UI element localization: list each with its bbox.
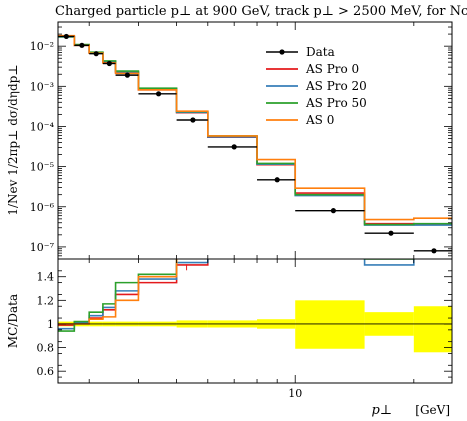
ratio-series [58,259,452,332]
series-line-as-pro-20 [58,36,452,226]
y-tick-label-ratio: 1 [47,318,54,331]
series-line-as-pro-50 [58,35,452,226]
y-tick-label-top: 10⁻⁴ [30,120,55,133]
x-tick-label: 10 [288,387,302,400]
ratio-uncertainty-band [58,300,452,353]
data-points [58,33,452,254]
data-point [63,33,69,40]
main-series [58,34,452,226]
data-point [274,177,280,183]
ratio-panel-frame [57,258,453,384]
data-point [124,72,130,78]
data-point [388,230,394,236]
legend-label: AS Pro 50 [305,96,367,110]
legend-marker [279,49,285,55]
series-line-as-pro-0 [58,35,452,225]
legend-label: Data [306,45,335,59]
series-line-as-0 [58,34,452,221]
data-point [190,117,196,123]
data-point [106,60,112,67]
y-tick-label-ratio: 1.4 [37,271,55,284]
legend: Data AS Pro 0 AS Pro 20 AS Pro 50 AS 0 [266,45,367,127]
data-point [155,91,162,97]
legend-label: AS Pro 20 [305,79,367,93]
axes: 10 10⁻² 10⁻³ 10⁻⁴ 10⁻⁵ 10⁻⁶ 10⁻⁷ 0.6 0.8 1 1.2 1.4 [30,21,453,400]
ratio-band-bin [295,300,365,349]
y-tick-label-top: 10⁻² [30,40,54,53]
y-tick-label-ratio: 0.6 [37,365,55,378]
chart-title: Charged particle p⊥ at 900 GeV, track p⊥… [55,4,467,19]
data-point [79,42,85,48]
legend-label: AS 0 [305,113,334,127]
y-axis-label-ratio: MC/Data [6,294,20,348]
data-point [431,248,437,254]
ratio-line-as-pro-20 [58,259,415,330]
y-axis-label-top: 1/Nev 1/2πp⊥ dσ/dηdp⊥ [6,64,20,215]
ratio-line-as-0 [58,259,178,325]
y-tick-label-top: 10⁻³ [30,80,54,93]
data-point [231,144,237,150]
y-tick-label-ratio: 1.2 [37,294,55,307]
legend-label: AS Pro 0 [305,62,359,76]
y-tick-label-ratio: 0.8 [37,342,55,355]
x-axis-unit: [GeV] [415,403,450,417]
y-tick-label-top: 10⁻⁵ [30,161,54,174]
y-tick-label-top: 10⁻⁶ [30,201,55,214]
data-point [330,208,336,214]
ratio-band-bin [413,306,452,353]
x-axis-label: p⊥ [371,403,392,418]
data-point [93,51,99,57]
y-tick-label-top: 10⁻⁷ [30,241,55,254]
